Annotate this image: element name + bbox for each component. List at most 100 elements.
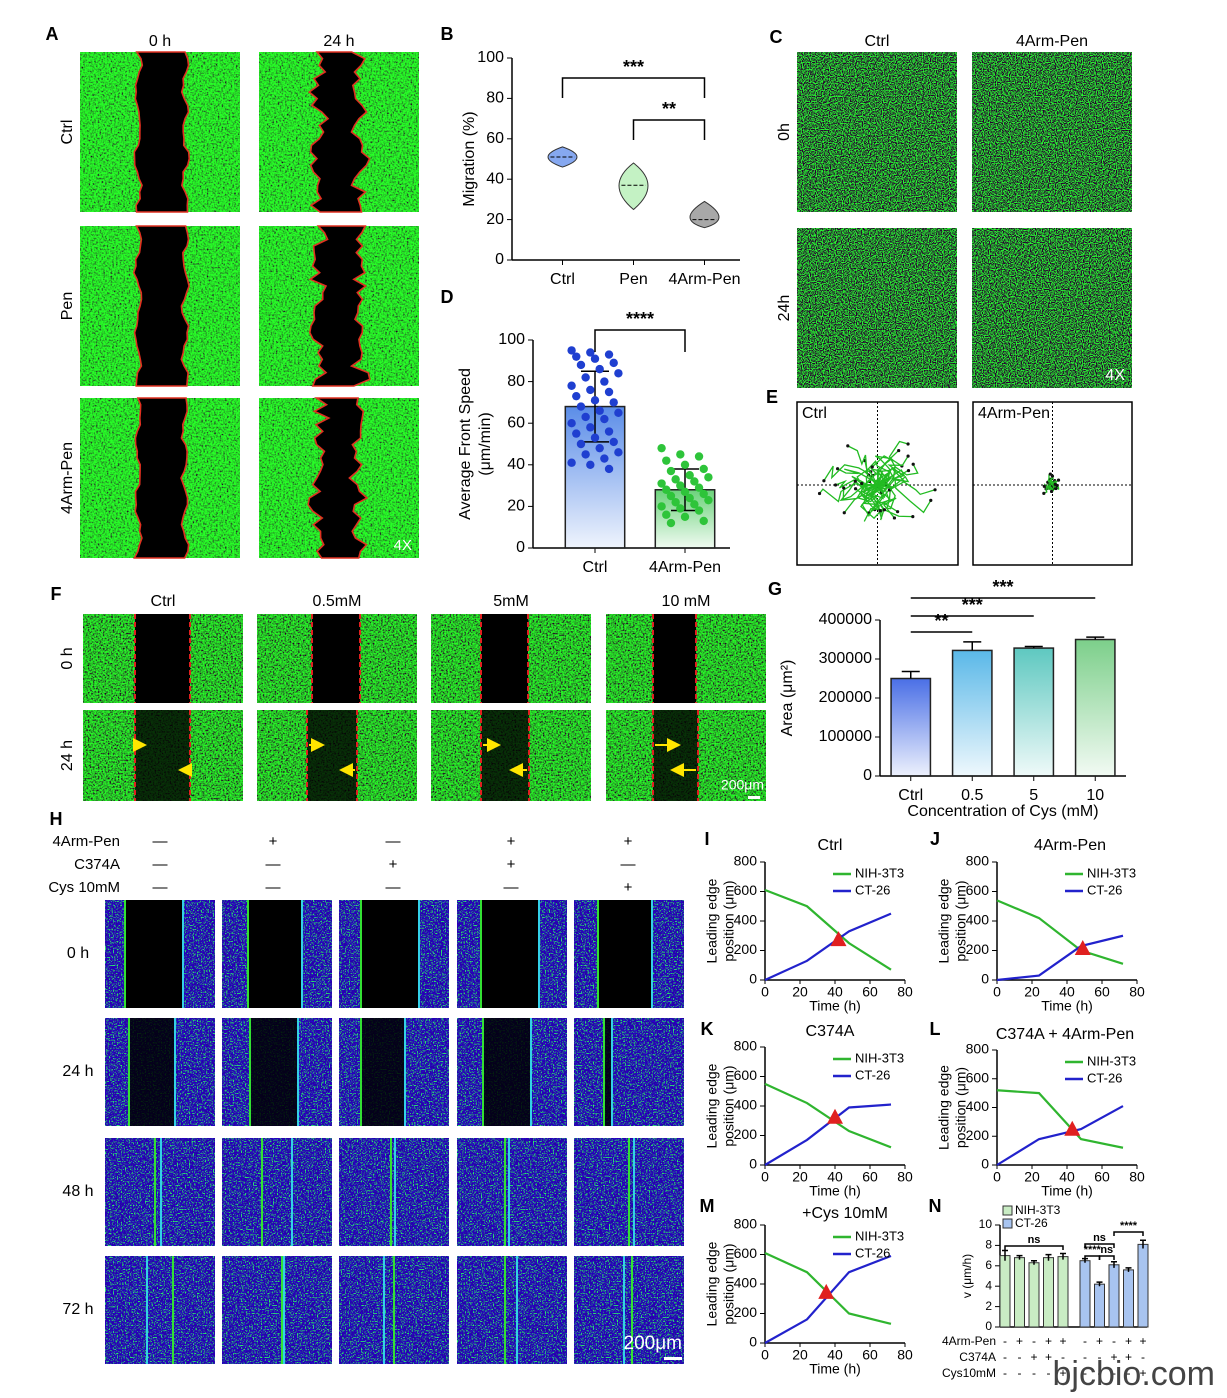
chart-title: +Cys 10mM [802,1205,888,1222]
condition-sign: - [1141,1350,1145,1364]
series-line [764,1082,892,1149]
legend-label: CT-26 [855,1245,890,1260]
data-point [567,346,576,355]
bar [1014,1257,1025,1328]
condition-sign: — [153,856,168,873]
condition-sign: — [153,833,168,850]
trajectory-end [846,444,850,448]
wound-gap [361,900,419,1008]
condition-sign: + [624,879,633,896]
condition-sign: - [1003,1366,1007,1380]
trajectory [877,471,932,514]
x-tick-label: 60 [862,1169,878,1185]
y-tick-label: 2 [985,1299,992,1313]
significance-bracket [561,77,706,98]
wound-gap [135,710,190,801]
condition-sign: - [1098,1350,1102,1364]
condition-sign: + [507,833,516,850]
y-tick-label: 60 [486,130,504,147]
data-point [604,387,614,397]
y-tick-label: 40 [507,456,525,473]
data-point [590,433,600,442]
x-tick-label: 80 [1129,1169,1145,1185]
bar [1028,1262,1040,1328]
legend-swatch [1002,1218,1013,1229]
y-tick-label: 6 [985,1258,992,1272]
trajectory-end [1042,491,1046,496]
significance-bracket [594,329,686,352]
x-tick-label: 4Arm-Pen [668,271,740,288]
y-tick-label: 600 [734,1067,758,1083]
micrograph [797,228,957,388]
data-point [671,475,680,484]
micrograph [457,1138,567,1246]
condition-sign: + [624,833,633,850]
x-tick-label: 40 [827,1169,843,1185]
error-bar [1111,1260,1117,1268]
panel-letter: M [700,1196,715,1216]
data-point [586,348,595,357]
wound-gap [132,225,190,387]
significance-bracket [632,119,706,140]
y-tick-label: 8 [985,1238,992,1252]
x-tick-label: Ctrl [550,271,575,288]
x-tick-label: 10 [1086,787,1104,804]
x-tick-label: 20 [792,1347,808,1363]
data-point [662,510,671,519]
chart-title: C374A [806,1023,855,1040]
trajectory [863,484,883,520]
data-point [680,460,690,469]
condition-sign: + [1030,1350,1037,1364]
row-label: 24 h [59,740,76,771]
panel-letter: H [50,809,63,829]
series-line [996,899,1124,965]
panel-letter: K [701,1019,714,1039]
trajectory-end [897,448,901,453]
data-point [614,448,623,457]
condition-sign: — [153,879,168,896]
column-label: 4Arm-Pen [1016,33,1088,50]
bar [1057,1256,1069,1328]
condition-sign: + [389,856,398,873]
panel-letter: D [441,287,454,307]
x-tick-label: 40 [827,984,843,1000]
x-axis-label: Concentration of Cys (mM) [907,803,1098,820]
micrograph [105,1256,215,1364]
condition-label: 4Arm-Pen [52,833,120,850]
data-point [586,460,595,469]
x-tick-label: 80 [897,1169,913,1185]
trajectory-end [853,487,858,491]
trajectory-end [1048,472,1052,476]
y-axis-label: position (μm) [721,1243,737,1324]
bar [1108,1264,1120,1328]
x-tick-label: Pen [619,271,647,288]
column-label: Ctrl [151,593,176,610]
error-bar [1002,1249,1008,1261]
y-tick-label: 100 [477,49,504,66]
legend-label: NIH-3T3 [1087,1053,1136,1068]
data-point [595,443,604,453]
data-point [572,429,581,438]
x-tick-label: 0 [761,1347,769,1363]
y-tick-label: 400000 [819,611,872,628]
legend-label: NIH-3T3 [855,865,904,880]
y-tick-label: 0 [863,767,872,784]
condition-sign: + [269,833,278,850]
legend-label: NIH-3T3 [1015,1203,1061,1217]
y-axis-label: Leading edge [704,1063,720,1148]
chart-title: C374A + 4Arm-Pen [996,1026,1134,1043]
trajectory-end [911,515,915,519]
data-point [614,369,623,378]
trajectory [870,484,913,521]
row-label: 0 h [67,945,89,962]
x-tick-label: 20 [792,984,808,1000]
column-label: 0 h [149,33,171,50]
row-label: 24 h [62,1063,93,1080]
condition-label: Cys10mM [942,1366,996,1380]
y-tick-label: 80 [507,373,525,390]
error-bar [1140,1239,1146,1249]
micrograph [797,52,957,212]
y-tick-label: 0 [495,251,504,268]
data-point [676,481,685,490]
